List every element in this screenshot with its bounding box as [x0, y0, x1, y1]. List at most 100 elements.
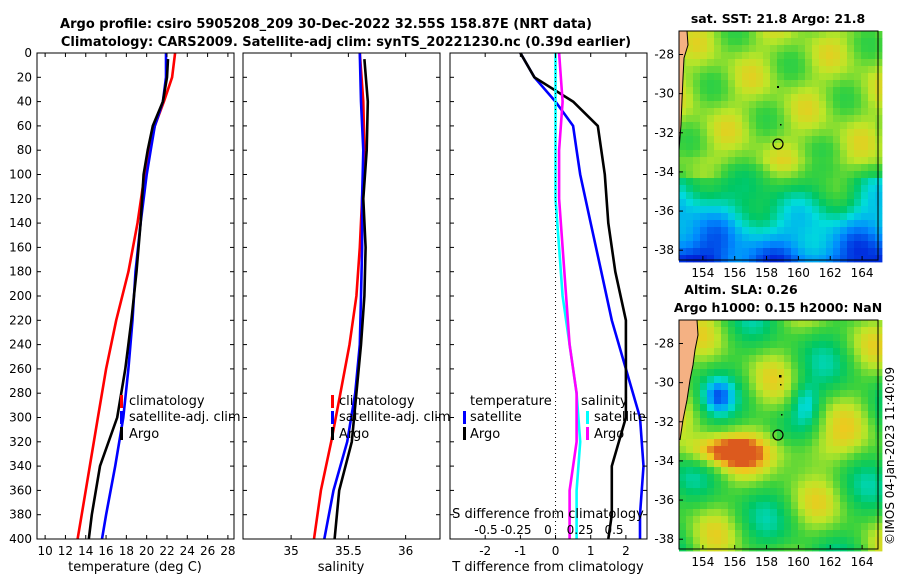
map-cell [868, 327, 876, 335]
map-cell [763, 115, 771, 123]
map-cell [826, 327, 834, 335]
map-cell [812, 348, 820, 356]
map-cell [798, 108, 806, 116]
map-cell [735, 411, 743, 419]
map-cell [833, 439, 841, 447]
map-cell [756, 164, 764, 172]
map-cell [728, 369, 736, 377]
map-cell [868, 453, 876, 461]
map-y-tick-label: -30 [654, 87, 674, 101]
map-cell [812, 94, 820, 102]
map-cell [798, 411, 806, 419]
map-cell [693, 80, 701, 88]
map-cell [777, 171, 785, 179]
map-cell [791, 439, 799, 447]
map-cell [826, 136, 834, 144]
map-cell [819, 122, 827, 130]
map-cell [868, 446, 876, 454]
map-cell [686, 404, 694, 412]
map-cell [763, 52, 771, 60]
map-cell [700, 192, 708, 200]
map-cell [840, 192, 848, 200]
x-tick-label: 14 [78, 544, 93, 558]
map-cell [868, 460, 876, 468]
map-cell [700, 523, 708, 531]
map-cell [707, 425, 715, 433]
map-cell [868, 418, 876, 426]
map-cell [875, 150, 883, 158]
map-cell [861, 460, 869, 468]
map-cell [861, 418, 869, 426]
map-cell [686, 129, 694, 137]
map-cell [784, 411, 792, 419]
map-cell [812, 362, 820, 370]
map-cell [791, 150, 799, 158]
map-cell [749, 52, 757, 60]
map-cell [784, 348, 792, 356]
map-cell [819, 227, 827, 235]
map-cell [784, 334, 792, 342]
map-cell [875, 460, 883, 468]
map-cell [826, 383, 834, 391]
map-cell [840, 45, 848, 53]
map-cell [875, 411, 883, 419]
map-cell [749, 453, 757, 461]
map-cell [854, 234, 862, 242]
map-cell [847, 411, 855, 419]
series-line-s-argo [557, 52, 578, 539]
map-cell [840, 544, 848, 552]
map-cell [777, 52, 785, 60]
map-cell [854, 220, 862, 228]
map-cell [833, 509, 841, 517]
map-x-tick-label: 154 [691, 266, 714, 280]
map-cell [714, 213, 722, 221]
map-cell [721, 369, 729, 377]
map-cell [784, 164, 792, 172]
map-cell [805, 52, 813, 60]
map-cell [770, 439, 778, 447]
map-cell [812, 80, 820, 88]
map-cell [833, 516, 841, 524]
map-cell [812, 355, 820, 363]
map-cell [763, 390, 771, 398]
map-cell [840, 362, 848, 370]
map-cell [777, 59, 785, 67]
y-tick-label: 320 [9, 435, 32, 449]
map-cell [805, 432, 813, 440]
map-cell [763, 516, 771, 524]
map-cell [777, 327, 785, 335]
map-cell [833, 115, 841, 123]
map-cell [756, 453, 764, 461]
figure-title-line1: Argo profile: csiro 5905208_209 30-Dec-2… [60, 17, 592, 32]
map-cell [798, 397, 806, 405]
map-cell [819, 467, 827, 475]
map-cell [875, 129, 883, 137]
map-cell [728, 453, 736, 461]
map-cell [826, 397, 834, 405]
map-cell [707, 418, 715, 426]
map-cell [847, 192, 855, 200]
map-cell [854, 192, 862, 200]
map-cell [826, 390, 834, 398]
map-cell [714, 171, 722, 179]
map-cell [742, 362, 750, 370]
sla-map-title-line1: Altim. SLA: 0.26 [684, 282, 798, 297]
map-cell [707, 94, 715, 102]
map-cell [707, 404, 715, 412]
map-cell [714, 136, 722, 144]
map-cell [875, 544, 883, 552]
legend-t-satellite-swatch [463, 411, 466, 424]
map-cell [728, 334, 736, 342]
sst-map-coastline [678, 30, 689, 151]
map-cell [707, 453, 715, 461]
map-cell [742, 213, 750, 221]
map-cell [707, 38, 715, 46]
map-cell [840, 495, 848, 503]
map-cell [714, 122, 722, 130]
map-cell [714, 206, 722, 214]
map-cell [700, 122, 708, 130]
map-cell [854, 425, 862, 433]
map-cell [798, 327, 806, 335]
map-cell [756, 502, 764, 510]
map-cell [812, 206, 820, 214]
